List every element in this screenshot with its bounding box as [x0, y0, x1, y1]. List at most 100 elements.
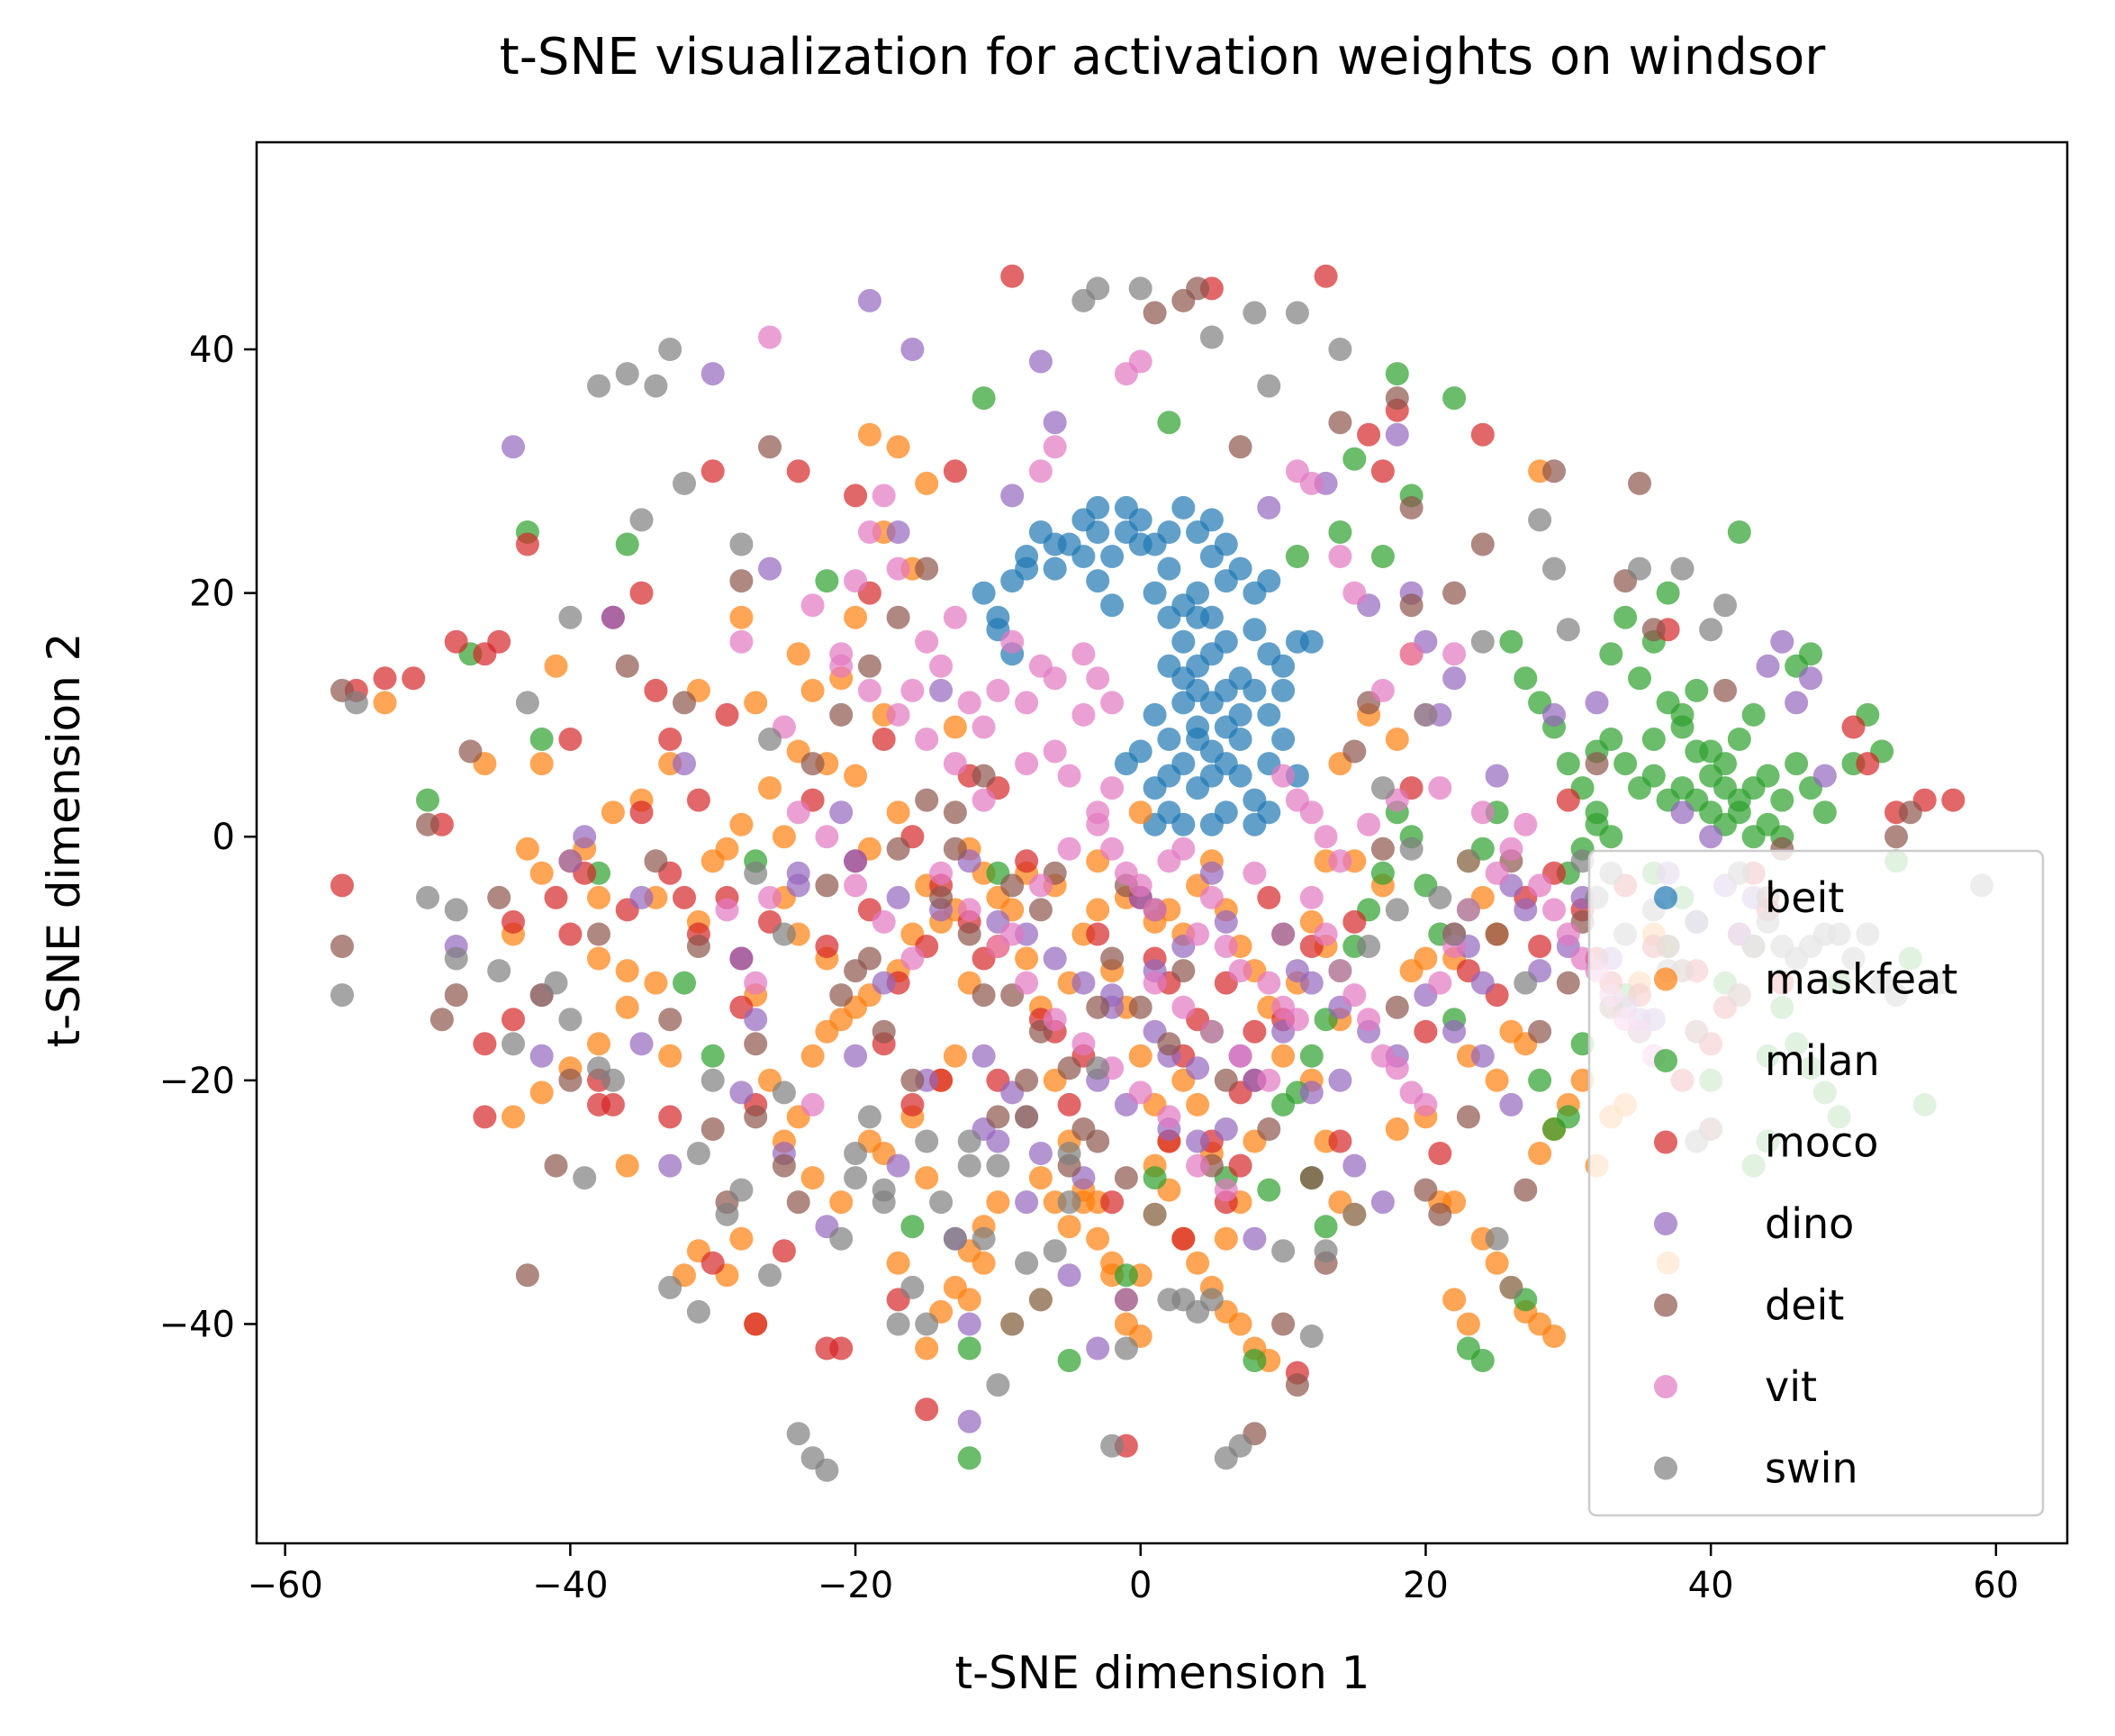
- data-point-swin: [573, 1166, 597, 1190]
- data-point-vit: [758, 325, 782, 349]
- data-point-milan: [1628, 666, 1651, 691]
- data-point-deit: [943, 836, 967, 861]
- data-point-milan: [1785, 752, 1809, 776]
- data-point-dino: [529, 1044, 554, 1068]
- data-point-dino: [1770, 629, 1794, 654]
- data-point-swin: [1114, 1336, 1138, 1361]
- data-point-dino: [1499, 1092, 1523, 1117]
- data-point-vit: [758, 885, 782, 909]
- x-axis-label: t-SNE dimension 1: [955, 1647, 1370, 1699]
- data-point-dino: [573, 825, 597, 849]
- data-point-maskfeat: [502, 1105, 525, 1129]
- data-point-maskfeat: [615, 1153, 639, 1178]
- data-point-dino: [1699, 825, 1723, 849]
- data-point-milan: [1670, 715, 1695, 739]
- data-point-dino: [1485, 764, 1509, 788]
- data-point-maskfeat: [729, 605, 754, 629]
- data-point-swin: [772, 1080, 796, 1105]
- data-point-deit: [515, 1263, 539, 1288]
- data-point-vit: [1028, 459, 1053, 484]
- data-point-swin: [957, 1153, 981, 1178]
- data-point-moco: [1171, 1226, 1196, 1251]
- data-point-swin: [915, 1312, 939, 1336]
- data-point-moco: [1370, 459, 1395, 484]
- data-point-swin: [544, 971, 568, 995]
- data-point-milan: [1370, 861, 1395, 885]
- series-beit: [972, 495, 1324, 836]
- data-point-dino: [1057, 1263, 1081, 1288]
- data-point-deit: [1000, 873, 1025, 898]
- data-point-swin: [1199, 325, 1224, 349]
- data-point-deit: [686, 935, 710, 958]
- data-point-milan: [1556, 1105, 1580, 1129]
- data-point-swin: [1243, 301, 1267, 325]
- data-point-dino: [1299, 971, 1324, 995]
- data-point-moco: [943, 459, 967, 484]
- data-point-dino: [1785, 691, 1809, 715]
- data-point-milan: [1812, 800, 1837, 825]
- data-point-swin: [1015, 1105, 1039, 1129]
- data-point-swin: [1028, 1288, 1053, 1312]
- data-point-moco: [815, 935, 839, 958]
- data-point-maskfeat: [615, 959, 639, 983]
- data-point-moco: [1941, 788, 1966, 812]
- data-point-vit: [1143, 898, 1167, 922]
- data-point-moco: [1528, 935, 1552, 958]
- data-point-milan: [1257, 1178, 1281, 1202]
- legend-marker: [1654, 967, 1677, 991]
- data-point-maskfeat: [943, 715, 967, 739]
- data-point-dino: [1585, 691, 1609, 715]
- data-point-vit: [1385, 1056, 1409, 1080]
- data-point-dino: [1514, 898, 1538, 922]
- data-point-vit: [943, 605, 967, 629]
- data-point-deit: [429, 1008, 454, 1032]
- data-point-maskfeat: [1228, 1312, 1252, 1336]
- data-point-beit: [1214, 752, 1238, 776]
- data-point-moco: [1556, 788, 1580, 812]
- data-point-swin: [487, 959, 511, 983]
- data-point-milan: [957, 1446, 981, 1470]
- data-point-deit: [1428, 1202, 1452, 1226]
- data-point-dino: [929, 678, 954, 702]
- data-point-milan: [673, 971, 696, 995]
- data-point-maskfeat: [587, 946, 610, 971]
- data-point-moco: [786, 459, 810, 484]
- data-point-deit: [444, 983, 468, 1008]
- data-point-dino: [744, 1008, 768, 1032]
- data-point-vit: [1370, 678, 1395, 702]
- data-point-deit: [1228, 435, 1252, 459]
- data-point-swin: [1228, 1433, 1252, 1458]
- data-point-vit: [715, 898, 739, 922]
- data-point-vit: [1485, 861, 1509, 885]
- data-point-beit: [1257, 569, 1281, 593]
- data-point-milan: [700, 1044, 725, 1068]
- data-point-milan: [1756, 764, 1780, 788]
- data-point-maskfeat: [815, 1019, 839, 1044]
- data-point-vit: [844, 569, 868, 593]
- data-point-milan: [1685, 739, 1709, 764]
- data-point-maskfeat: [758, 776, 782, 800]
- data-point-dino: [1043, 411, 1067, 435]
- data-point-beit: [1157, 520, 1181, 544]
- data-point-dino: [1342, 1153, 1367, 1178]
- data-point-maskfeat: [943, 1275, 967, 1299]
- y-axis-label: t-SNE dimension 2: [38, 633, 90, 1048]
- data-point-beit: [1243, 678, 1267, 702]
- legend-item-milan: milan: [1654, 1036, 1880, 1085]
- data-point-beit: [1228, 556, 1252, 581]
- data-point-swin: [715, 1202, 739, 1226]
- y-axis: −40 −20 0 20 40: [159, 330, 257, 1345]
- data-point-swin: [1713, 593, 1737, 618]
- data-point-milan: [1157, 411, 1181, 435]
- data-point-milan: [1271, 1092, 1296, 1117]
- data-point-vit: [1428, 776, 1452, 800]
- data-point-moco: [1856, 752, 1880, 776]
- data-point-dino: [1370, 1190, 1395, 1215]
- data-point-beit: [1171, 593, 1196, 618]
- data-point-vit: [915, 629, 939, 654]
- data-point-vit: [943, 752, 967, 776]
- data-point-dino: [1470, 1044, 1495, 1068]
- data-point-deit: [1414, 1178, 1438, 1202]
- data-point-dino: [1015, 1190, 1039, 1215]
- data-point-swin: [929, 1190, 954, 1215]
